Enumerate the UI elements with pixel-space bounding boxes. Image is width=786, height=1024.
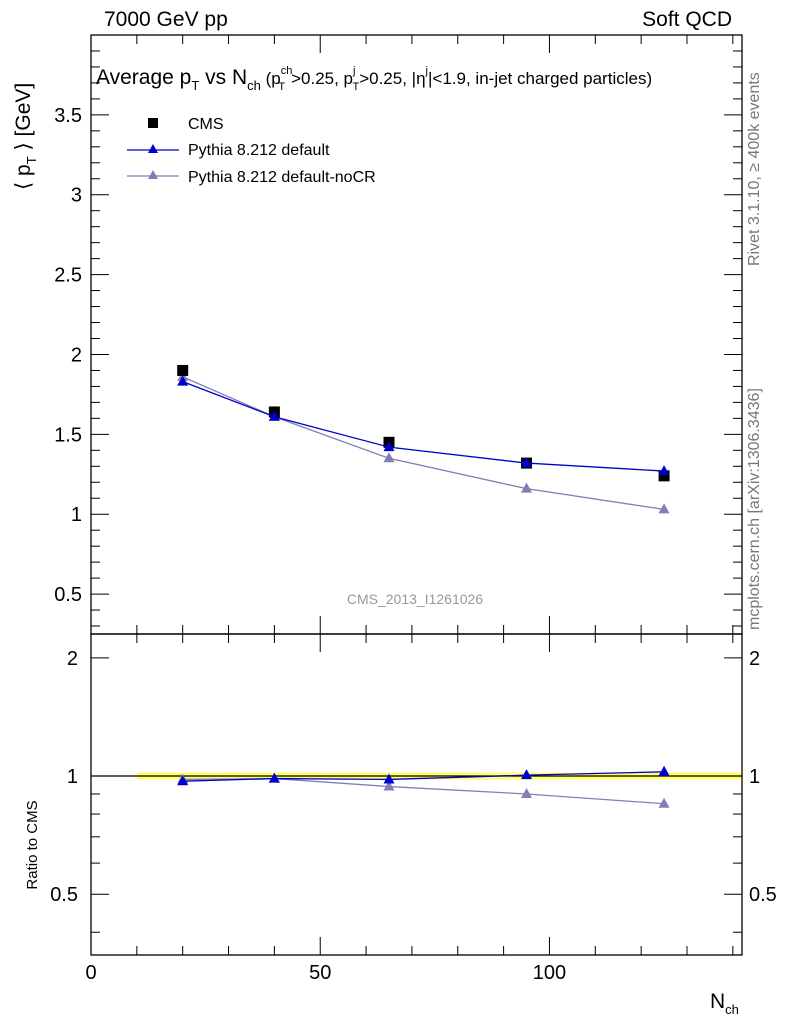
title-cuts-mid1: >0.25, p	[291, 69, 353, 88]
main-y-label-sub: T	[24, 156, 39, 164]
main-default-point	[658, 465, 670, 476]
ratio-y-ticks: 0.5 0.5 1 1 2 2	[50, 648, 777, 933]
main-default-point	[268, 410, 280, 421]
chart-title: Average pT vs Nch (pch T >0.25, pj T>0.25, …	[96, 65, 652, 93]
main-y-label-open: ⟨ p	[12, 164, 35, 190]
main-cms-point	[177, 364, 189, 376]
ratio-y-tick-label: 0.5	[50, 884, 78, 906]
ratio-nocr-point	[658, 797, 670, 808]
title-cuts-end: |<1.9, in-jet charged particles)	[428, 69, 652, 88]
main-nocr-point	[658, 503, 670, 514]
x-tick-label: 0	[85, 962, 96, 984]
legend-label-nocr: Pythia 8.212 default-noCR	[188, 169, 376, 186]
ratio-default-point	[268, 772, 280, 783]
x-axis-label-main: N	[710, 990, 725, 1013]
title-cuts-sup2: j	[352, 65, 355, 77]
main-y-tick-label: 3	[71, 185, 82, 207]
ratio-y-label: Ratio to CMS	[24, 800, 41, 889]
main-y-label-close: ⟩ [GeV]	[12, 83, 35, 157]
ratio-y-tick-label: 1	[67, 766, 78, 788]
ratio-nocr-point	[383, 780, 395, 791]
main-y-tick-label: 2	[71, 344, 82, 366]
ratio-default-point	[177, 775, 189, 786]
title-vs-sub: ch	[247, 78, 261, 93]
x-axis-label-sub: ch	[725, 1002, 739, 1017]
title-cuts-sub2: T	[352, 81, 359, 93]
main-y-tick-label: 2.5	[54, 265, 82, 287]
ratio-default-point	[521, 769, 533, 780]
title-cuts-sup1: ch	[281, 65, 293, 77]
legend: CMS Pythia 8.212 default Pythia 8.212 de…	[127, 116, 376, 186]
main-default-point	[521, 457, 533, 468]
main-y-label: ⟨ pT ⟩ [GeV]	[12, 83, 39, 190]
header-left: 7000 GeV pp	[104, 8, 228, 31]
main-y-ticks: 0.5 1 1.5 2 2.5 3 3.5	[54, 50, 742, 627]
ratio-band	[91, 772, 742, 780]
title-cuts-mid2: >0.25, |η	[359, 69, 425, 88]
main-y-tick-label: 0.5	[54, 584, 82, 606]
legend-marker-default	[148, 144, 158, 153]
title-main: Average p	[96, 66, 191, 89]
x-axis-label: Nch	[710, 990, 739, 1017]
main-series	[177, 364, 670, 514]
main-panel: 0.511.522.533.5 Average pT vs Nch (pch T >…	[12, 34, 743, 635]
ratio-y-tick-label-right: 0.5	[749, 884, 777, 906]
legend-marker-nocr	[148, 170, 158, 179]
ratio-default-point	[383, 773, 395, 784]
ratio-x-ticks: 0 50 100	[85, 634, 734, 984]
main-nocr-point	[383, 452, 395, 463]
ratio-panel: 0.5 0.5 1 1 2 2 0 50 100 Ratio to CMS Nch	[24, 633, 777, 1017]
title-vs: vs N	[199, 66, 247, 89]
ratio-series	[177, 765, 670, 808]
title-main-sub: T	[191, 78, 199, 93]
legend-marker-cms	[148, 118, 158, 128]
ratio-nocr-point	[521, 787, 533, 798]
main-default-point	[383, 441, 395, 452]
main-y-tick-label: 1	[71, 504, 82, 526]
legend-label-default: Pythia 8.212 default	[188, 142, 330, 159]
ratio-frame	[90, 633, 743, 956]
ratio-y-tick-label-right: 1	[749, 766, 760, 788]
x-tick-label: 50	[309, 962, 331, 984]
main-default-point	[177, 375, 189, 386]
ratio-y-tick-label: 2	[67, 648, 78, 670]
main-default-line	[182, 381, 665, 472]
analysis-watermark: CMS_2013_I1261026	[347, 591, 483, 607]
title-cuts-sub1: T	[278, 81, 285, 93]
ratio-nocr-line	[182, 777, 665, 805]
x-tick-label: 100	[533, 962, 566, 984]
main-cms-point	[658, 470, 670, 482]
main-x-ticks	[90, 35, 734, 634]
legend-label-cms: CMS	[188, 116, 224, 133]
main-y-tick-label: 1.5	[54, 424, 82, 446]
title-cuts-sup3: j	[425, 65, 428, 77]
title-cuts-open: (p	[261, 69, 281, 88]
main-nocr-line	[182, 376, 665, 511]
main-nocr-point	[521, 482, 533, 493]
main-y-tick-label: 3.5	[54, 105, 82, 127]
ratio-y-tick-label-right: 2	[749, 648, 760, 670]
ratio-default-point	[658, 765, 670, 776]
header-right: Soft QCD	[642, 8, 732, 31]
